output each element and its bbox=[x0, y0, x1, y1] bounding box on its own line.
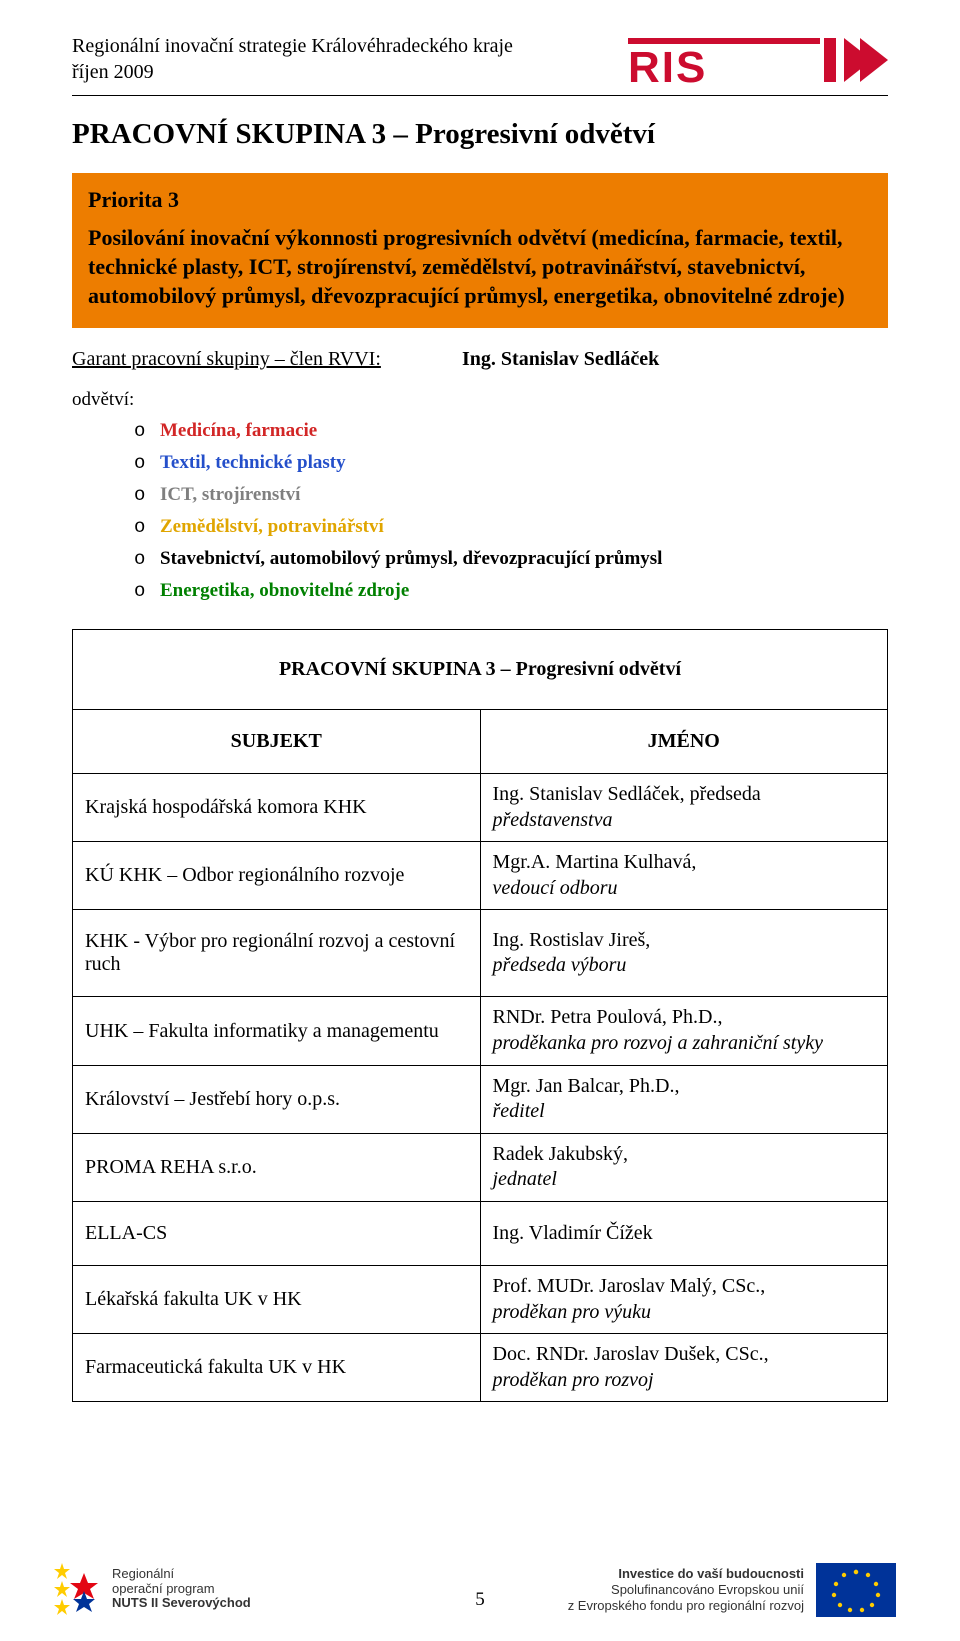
page-header: Regionální inovační strategie Královéhra… bbox=[72, 34, 888, 96]
eu-block: Investice do vaší budoucnosti Spolufinan… bbox=[568, 1563, 896, 1617]
table-row: UHK – Fakulta informatiky a managementu … bbox=[73, 997, 888, 1065]
sector-item: ICT, strojírenství bbox=[134, 479, 888, 511]
col-subject: SUBJEKT bbox=[73, 710, 481, 774]
cell-subject: Krajská hospodářská komora KHK bbox=[73, 774, 481, 842]
cell-name: Radek Jakubský,jednatel bbox=[480, 1133, 888, 1201]
priority-body: Posilování inovační výkonnosti progresiv… bbox=[88, 223, 872, 310]
eu-text: Investice do vaší budoucnosti Spolufinan… bbox=[568, 1566, 804, 1615]
table-row: Farmaceutická fakulta UK v HK Doc. RNDr.… bbox=[73, 1334, 888, 1402]
page-content: Regionální inovační strategie Královéhra… bbox=[0, 0, 960, 1402]
header-line2: říjen 2009 bbox=[72, 60, 513, 86]
sector-item: Zemědělství, potravinářství bbox=[134, 511, 888, 543]
table-row: PROMA REHA s.r.o. Radek Jakubský,jednate… bbox=[73, 1133, 888, 1201]
members-table: PRACOVNÍ SKUPINA 3 – Progresivní odvětví… bbox=[72, 629, 888, 1402]
rop-stars-icon bbox=[52, 1561, 102, 1617]
table-row: Krajská hospodářská komora KHK Ing. Stan… bbox=[73, 774, 888, 842]
cell-subject: PROMA REHA s.r.o. bbox=[73, 1133, 481, 1201]
page-number: 5 bbox=[475, 1589, 485, 1611]
cell-name: Mgr.A. Martina Kulhavá,vedoucí odboru bbox=[480, 842, 888, 910]
eu-flag-icon bbox=[816, 1563, 896, 1617]
rop-text: Regionální operační program NUTS II Seve… bbox=[112, 1567, 251, 1612]
sector-item: Energetika, obnovitelné zdroje bbox=[134, 575, 888, 607]
cell-name: Prof. MUDr. Jaroslav Malý, CSc.,proděkan… bbox=[480, 1266, 888, 1334]
garant-label: Garant pracovní skupiny – člen RVVI: bbox=[72, 348, 462, 371]
ris-logo-text: RIS bbox=[628, 43, 707, 86]
ris-logo: RIS bbox=[628, 32, 888, 91]
rop-logo: Regionální operační program NUTS II Seve… bbox=[52, 1561, 251, 1617]
cell-subject: KÚ KHK – Odbor regionálního rozvoje bbox=[73, 842, 481, 910]
header-line1: Regionální inovační strategie Královéhra… bbox=[72, 34, 513, 60]
sector-item: Textil, technické plasty bbox=[134, 447, 888, 479]
sectors-label: odvětví: bbox=[72, 389, 888, 411]
cell-name: Doc. RNDr. Jaroslav Dušek, CSc.,proděkan… bbox=[480, 1334, 888, 1402]
garant-line: Garant pracovní skupiny – člen RVVI: Ing… bbox=[72, 348, 888, 371]
cell-subject: Farmaceutická fakulta UK v HK bbox=[73, 1334, 481, 1402]
cell-name: Ing. Vladimír Čížek bbox=[480, 1202, 888, 1266]
cell-subject: ELLA-CS bbox=[73, 1202, 481, 1266]
sector-item: Medicína, farmacie bbox=[134, 415, 888, 447]
table-caption: PRACOVNÍ SKUPINA 3 – Progresivní odvětví bbox=[73, 630, 888, 710]
table-row: ELLA-CS Ing. Vladimír Čížek bbox=[73, 1202, 888, 1266]
sector-item: Stavebnictví, automobilový průmysl, dřev… bbox=[134, 543, 888, 575]
garant-name: Ing. Stanislav Sedláček bbox=[462, 348, 659, 371]
table-row: KHK - Výbor pro regionální rozvoj a cest… bbox=[73, 910, 888, 997]
cell-name: RNDr. Petra Poulová, Ph.D.,proděkanka pr… bbox=[480, 997, 888, 1065]
table-row: Lékařská fakulta UK v HK Prof. MUDr. Jar… bbox=[73, 1266, 888, 1334]
priority-heading: Priorita 3 bbox=[88, 187, 872, 213]
cell-subject: KHK - Výbor pro regionální rozvoj a cest… bbox=[73, 910, 481, 997]
cell-name: Mgr. Jan Balcar, Ph.D.,ředitel bbox=[480, 1065, 888, 1133]
cell-subject: Lékařská fakulta UK v HK bbox=[73, 1266, 481, 1334]
cell-subject: Království – Jestřebí hory o.p.s. bbox=[73, 1065, 481, 1133]
priority-box: Priorita 3 Posilování inovační výkonnost… bbox=[72, 173, 888, 328]
cell-name: Ing. Stanislav Sedláček, předsedapředsta… bbox=[480, 774, 888, 842]
header-text: Regionální inovační strategie Královéhra… bbox=[72, 34, 513, 85]
table-row: Království – Jestřebí hory o.p.s. Mgr. J… bbox=[73, 1065, 888, 1133]
cell-subject: UHK – Fakulta informatiky a managementu bbox=[73, 997, 481, 1065]
page-footer: Regionální operační program NUTS II Seve… bbox=[0, 1561, 960, 1617]
page-title: PRACOVNÍ SKUPINA 3 – Progresivní odvětví bbox=[72, 118, 888, 151]
col-name: JMÉNO bbox=[480, 710, 888, 774]
sector-list: Medicína, farmacie Textil, technické pla… bbox=[72, 415, 888, 607]
table-row: KÚ KHK – Odbor regionálního rozvoje Mgr.… bbox=[73, 842, 888, 910]
cell-name: Ing. Rostislav Jireš,předseda výboru bbox=[480, 910, 888, 997]
